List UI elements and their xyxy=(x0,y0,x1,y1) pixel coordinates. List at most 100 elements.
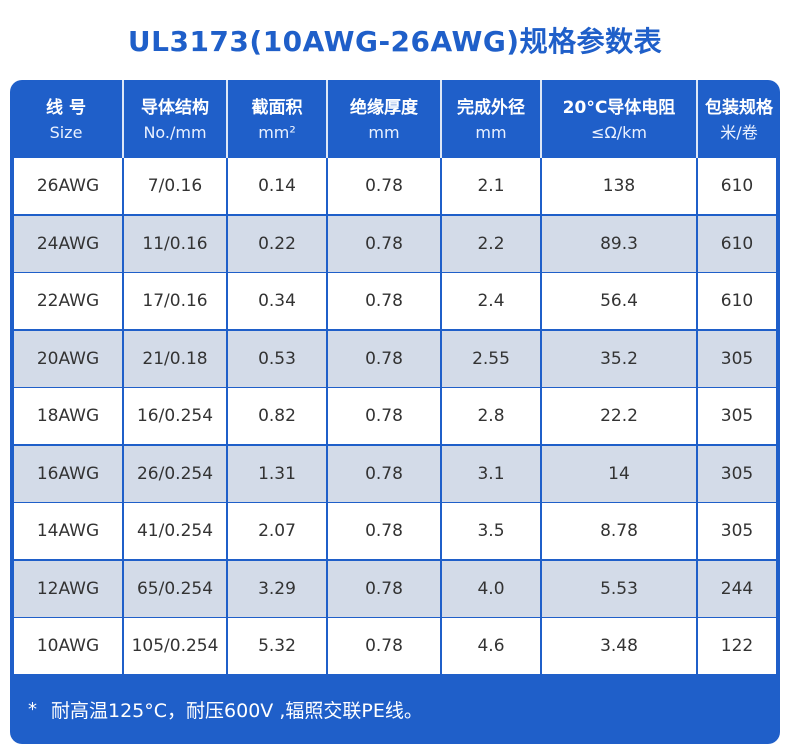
table-cell: 3.48 xyxy=(540,618,696,674)
spec-table-card: 线 号 Size 导体结构 No./mm 截面积 mm² 绝缘厚度 mm 完成外径 mm 20°C导… xyxy=(10,80,780,744)
table-cell: 11/0.16 xyxy=(122,215,226,272)
table-row: 14AWG 41/0.254 2.07 0.78 3.5 8.78 305 xyxy=(14,503,776,559)
table-cell: 0.22 xyxy=(226,215,326,272)
table-cell: 10AWG xyxy=(14,618,122,674)
column-header-title: 绝缘厚度 xyxy=(350,98,418,118)
table-cell: 2.8 xyxy=(440,388,540,444)
column-header: 截面积 mm² xyxy=(226,80,326,158)
table-cell: 12AWG xyxy=(14,560,122,617)
table-cell: 2.55 xyxy=(440,330,540,387)
table-cell: 21/0.18 xyxy=(122,330,226,387)
table-cell: 22AWG xyxy=(14,273,122,329)
table-cell: 14 xyxy=(540,445,696,502)
column-header-unit: mm xyxy=(475,123,507,142)
table-row: 10AWG 105/0.254 5.32 0.78 4.6 3.48 122 xyxy=(14,618,776,674)
column-header: 20°C导体电阻 ≤Ω/km xyxy=(540,80,696,158)
column-header-unit: 米/卷 xyxy=(720,123,758,142)
table-cell: 3.1 xyxy=(440,445,540,502)
column-header-title: 完成外径 xyxy=(457,98,525,118)
table-cell: 0.14 xyxy=(226,158,326,214)
table-cell: 89.3 xyxy=(540,215,696,272)
table-cell: 0.78 xyxy=(326,330,440,387)
column-header-unit: mm xyxy=(368,123,400,142)
page-title: UL3173(10AWG-26AWG)规格参数表 xyxy=(127,25,663,58)
table-cell: 305 xyxy=(696,503,776,559)
table-cell: 0.78 xyxy=(326,618,440,674)
column-header: 完成外径 mm xyxy=(440,80,540,158)
column-header-unit: ≤Ω/km xyxy=(591,123,647,142)
table-cell: 3.29 xyxy=(226,560,326,617)
column-header-unit: mm² xyxy=(258,123,296,142)
table-cell: 0.78 xyxy=(326,158,440,214)
table-cell: 41/0.254 xyxy=(122,503,226,559)
table-cell: 305 xyxy=(696,388,776,444)
table-cell: 2.4 xyxy=(440,273,540,329)
table-row: 24AWG 11/0.16 0.22 0.78 2.2 89.3 610 xyxy=(14,215,776,272)
table-cell: 8.78 xyxy=(540,503,696,559)
column-header-title: 20°C导体电阻 xyxy=(562,98,676,118)
table-cell: 35.2 xyxy=(540,330,696,387)
table-cell: 0.78 xyxy=(326,273,440,329)
table-row: 20AWG 21/0.18 0.53 0.78 2.55 35.2 305 xyxy=(14,330,776,387)
column-header-unit: No./mm xyxy=(143,123,207,142)
table-row: 12AWG 65/0.254 3.29 0.78 4.0 5.53 244 xyxy=(14,560,776,617)
table-cell: 5.32 xyxy=(226,618,326,674)
column-header-title: 包装规格 xyxy=(705,98,773,118)
table-cell: 122 xyxy=(696,618,776,674)
column-header-unit: Size xyxy=(49,123,83,142)
table-cell: 24AWG xyxy=(14,215,122,272)
table-cell: 105/0.254 xyxy=(122,618,226,674)
column-header-title: 截面积 xyxy=(251,98,303,118)
table-cell: 0.78 xyxy=(326,388,440,444)
table-header: 线 号 Size 导体结构 No./mm 截面积 mm² 绝缘厚度 mm 完成外径 mm 20°C导… xyxy=(10,80,780,158)
table-cell: 26AWG xyxy=(14,158,122,214)
table-cell: 305 xyxy=(696,445,776,502)
table-cell: 0.53 xyxy=(226,330,326,387)
table-cell: 0.34 xyxy=(226,273,326,329)
table-row: 22AWG 17/0.16 0.34 0.78 2.4 56.4 610 xyxy=(14,273,776,329)
table-row: 16AWG 26/0.254 1.31 0.78 3.1 14 305 xyxy=(14,445,776,502)
table-cell: 0.78 xyxy=(326,215,440,272)
table-cell: 2.2 xyxy=(440,215,540,272)
table-cell: 65/0.254 xyxy=(122,560,226,617)
table-cell: 0.78 xyxy=(326,503,440,559)
table-cell: 610 xyxy=(696,158,776,214)
table-cell: 16AWG xyxy=(14,445,122,502)
column-header-title: 线 号 xyxy=(46,98,86,118)
table-cell: 56.4 xyxy=(540,273,696,329)
footnote: * 耐高温125°C，耐压600V ,辐照交联PE线。 xyxy=(10,674,780,744)
table-cell: 244 xyxy=(696,560,776,617)
table-cell: 26/0.254 xyxy=(122,445,226,502)
table-row: 18AWG 16/0.254 0.82 0.78 2.8 22.2 305 xyxy=(14,388,776,444)
table-cell: 22.2 xyxy=(540,388,696,444)
column-header: 包装规格米/卷 xyxy=(696,80,780,158)
table-cell: 20AWG xyxy=(14,330,122,387)
table-cell: 2.1 xyxy=(440,158,540,214)
table-cell: 18AWG xyxy=(14,388,122,444)
table-cell: 610 xyxy=(696,215,776,272)
footnote-marker: * xyxy=(28,698,37,720)
table-cell: 5.53 xyxy=(540,560,696,617)
table-cell: 610 xyxy=(696,273,776,329)
table-cell: 4.6 xyxy=(440,618,540,674)
table-cell: 3.5 xyxy=(440,503,540,559)
table-cell: 2.07 xyxy=(226,503,326,559)
table-cell: 0.78 xyxy=(326,560,440,617)
table-cell: 16/0.254 xyxy=(122,388,226,444)
footnote-text: 耐高温125°C，耐压600V ,辐照交联PE线。 xyxy=(51,699,423,722)
table-cell: 138 xyxy=(540,158,696,214)
table-cell: 17/0.16 xyxy=(122,273,226,329)
table-body: 26AWG 7/0.16 0.14 0.78 2.1 138 610 24AWG 11/0.16… xyxy=(14,158,776,744)
table-cell: 7/0.16 xyxy=(122,158,226,214)
column-header: 绝缘厚度 mm xyxy=(326,80,440,158)
column-header-title: 导体结构 xyxy=(141,98,209,118)
table-cell: 1.31 xyxy=(226,445,326,502)
table-cell: 14AWG xyxy=(14,503,122,559)
table-cell: 0.82 xyxy=(226,388,326,444)
column-header: 线 号 Size xyxy=(10,80,122,158)
column-header: 导体结构 No./mm xyxy=(122,80,226,158)
table-cell: 0.78 xyxy=(326,445,440,502)
table-cell: 305 xyxy=(696,330,776,387)
table-cell: 4.0 xyxy=(440,560,540,617)
table-row: 26AWG 7/0.16 0.14 0.78 2.1 138 610 xyxy=(14,158,776,214)
